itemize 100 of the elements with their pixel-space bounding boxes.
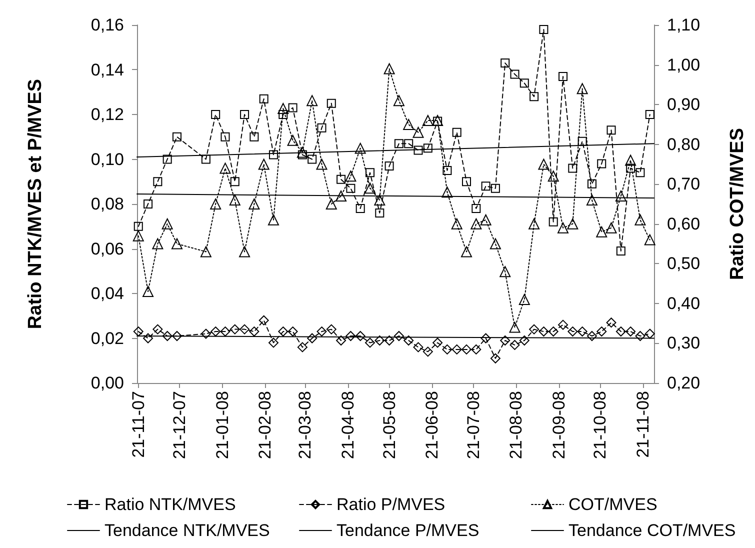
point xyxy=(470,218,482,230)
point xyxy=(422,114,434,126)
point xyxy=(490,353,500,364)
point xyxy=(220,162,231,174)
point xyxy=(298,150,307,160)
point xyxy=(297,342,308,352)
y-tick-label: 0,10 xyxy=(90,150,124,169)
point xyxy=(596,226,608,238)
y-tick-label: 0,12 xyxy=(90,105,124,124)
point xyxy=(538,158,550,170)
legend-label: Tendance COT/MVES xyxy=(568,521,736,540)
y2-tick-label: 0,50 xyxy=(667,254,700,274)
point xyxy=(586,331,597,342)
point xyxy=(461,246,472,258)
point xyxy=(644,234,656,246)
point xyxy=(480,333,491,344)
point xyxy=(578,136,587,146)
point xyxy=(509,322,520,333)
point xyxy=(442,166,452,175)
point xyxy=(452,128,462,137)
point xyxy=(413,342,424,352)
point xyxy=(423,144,432,153)
legend-label: Tendance P/MVES xyxy=(336,521,480,540)
point xyxy=(616,246,626,256)
y2-tick-label: 0,90 xyxy=(667,95,700,114)
point xyxy=(635,331,646,342)
point xyxy=(248,198,260,210)
point xyxy=(568,326,578,337)
point xyxy=(626,164,636,173)
point xyxy=(451,218,462,230)
point xyxy=(375,208,384,218)
x-tick-label: 21-11-08 xyxy=(633,391,652,458)
y-tick-label: 0,00 xyxy=(90,374,124,392)
point xyxy=(529,324,540,334)
point xyxy=(134,222,143,231)
point xyxy=(481,182,490,191)
point xyxy=(412,126,424,138)
point xyxy=(432,338,443,348)
x-tick-label: 21-04-08 xyxy=(338,391,358,460)
point xyxy=(576,83,588,94)
point xyxy=(278,326,288,337)
x-tick-label: 21-02-08 xyxy=(256,391,275,460)
point xyxy=(365,168,374,178)
y-tick-label: 0,08 xyxy=(90,194,124,214)
point xyxy=(500,335,510,346)
point xyxy=(354,142,366,154)
point xyxy=(210,198,222,210)
point xyxy=(210,326,221,337)
point xyxy=(548,326,558,337)
y2-tick-label: 0,80 xyxy=(667,134,700,154)
point xyxy=(625,154,636,166)
point xyxy=(490,238,501,250)
point xyxy=(152,238,164,250)
point xyxy=(162,218,173,230)
y-tick-label: 0,14 xyxy=(90,60,124,80)
point xyxy=(317,123,326,132)
x-tick-label: 21-08-08 xyxy=(506,391,526,460)
point xyxy=(615,190,626,202)
point xyxy=(606,126,616,135)
point xyxy=(528,218,540,230)
point xyxy=(568,164,578,173)
point xyxy=(626,326,636,337)
point xyxy=(384,335,394,346)
point xyxy=(346,184,356,193)
point xyxy=(240,324,250,334)
point xyxy=(472,204,481,213)
point xyxy=(250,132,259,142)
point xyxy=(278,103,289,114)
point xyxy=(364,182,376,194)
x-tick-label: 21-07-08 xyxy=(464,391,483,460)
point xyxy=(606,222,617,234)
point xyxy=(220,326,230,337)
point xyxy=(518,294,530,305)
point xyxy=(587,179,596,188)
point xyxy=(142,286,154,298)
point xyxy=(500,58,510,68)
point xyxy=(259,94,268,104)
point xyxy=(200,246,212,258)
point xyxy=(172,132,182,142)
point xyxy=(278,110,288,119)
point xyxy=(336,335,346,346)
point xyxy=(143,333,154,344)
legend-label: Ratio P/MVES xyxy=(336,495,446,514)
y2-tick-label: 0,70 xyxy=(667,174,700,194)
y-tick-label: 0,06 xyxy=(90,239,124,258)
point xyxy=(356,204,365,213)
point xyxy=(452,344,462,354)
y2-tick-label: 0,30 xyxy=(667,334,700,353)
point xyxy=(326,324,336,334)
point xyxy=(144,200,153,208)
point xyxy=(171,238,182,250)
point xyxy=(414,146,423,155)
point xyxy=(258,315,269,326)
point xyxy=(258,158,270,170)
legend-label: COT/MVES xyxy=(568,495,658,514)
legend-label: Ratio NTK/MVES xyxy=(104,495,236,514)
point xyxy=(200,328,211,339)
point xyxy=(288,103,298,112)
point xyxy=(606,318,616,328)
point xyxy=(230,177,240,186)
